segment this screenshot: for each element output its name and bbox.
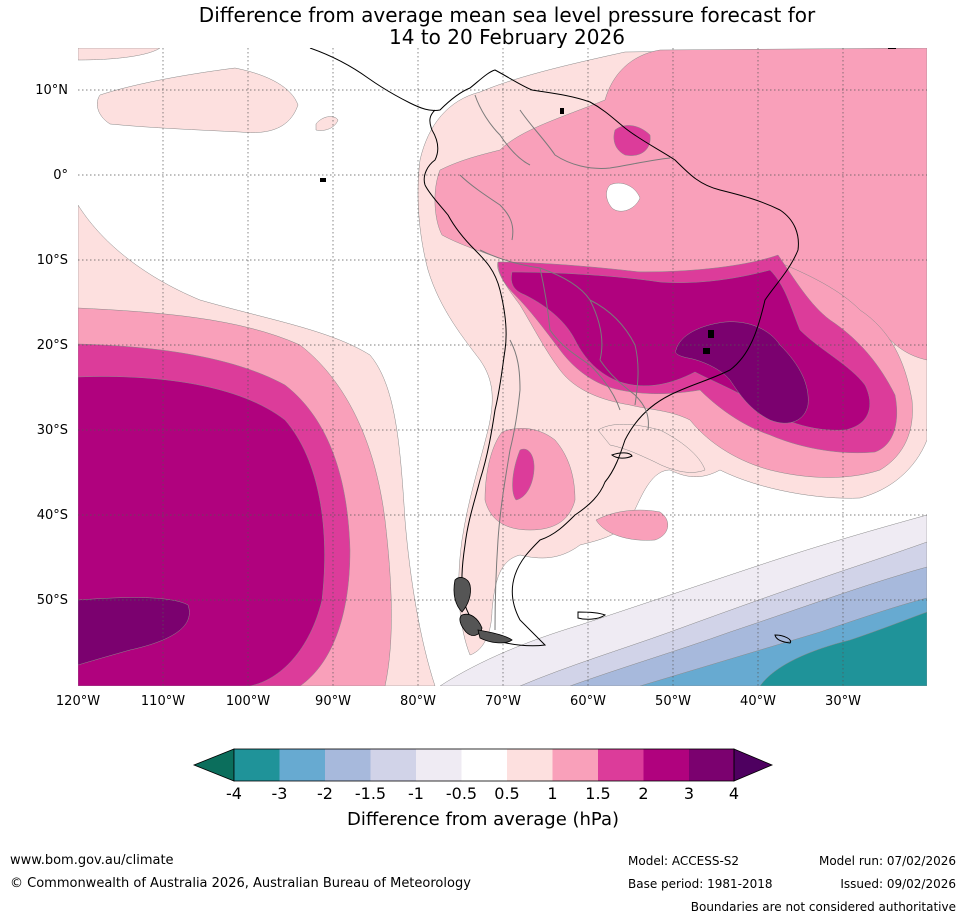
colorbar-swatch — [234, 749, 280, 781]
colorbar-extend-low — [192, 748, 235, 782]
colorbar-title: Difference from average (hPa) — [347, 809, 619, 830]
colorbar: -4 -3 -2 -1.5 -1 -0.5 0.5 1 1.5 2 3 4 Di… — [192, 748, 774, 830]
issued-date: Issued: 09/02/2026 — [840, 877, 956, 891]
colorbar-frame — [233, 748, 735, 782]
lon-label-120w: 120°W — [56, 694, 100, 709]
colorbar-swatch — [643, 749, 689, 781]
model-name: Model: ACCESS-S2 — [628, 854, 740, 868]
lat-label-40s: 40°S — [37, 508, 68, 523]
colorbar-tick: 4 — [729, 784, 739, 803]
country-borders — [459, 94, 671, 631]
boundary-disclaimer: Boundaries are not considered authoritat… — [690, 900, 956, 914]
colorbar-tick: 1.5 — [585, 784, 610, 803]
colorbar-tick: 0.5 — [494, 784, 519, 803]
colorbar-swatch — [279, 749, 325, 781]
colorbar-tick: 1 — [547, 784, 557, 803]
colorbar-tick: -4 — [226, 784, 242, 803]
longitude-labels: 120°W 110°W 100°W 90°W 80°W 70°W 60°W 50… — [56, 694, 861, 709]
lon-label-50w: 50°W — [655, 694, 691, 709]
lat-label-10s: 10°S — [37, 253, 68, 268]
colorbar-swatch — [598, 749, 644, 781]
title-line-2: 14 to 20 February 2026 — [389, 25, 625, 49]
lon-label-30w: 30°W — [825, 694, 861, 709]
colorbar-swatch — [370, 749, 416, 781]
colorbar-extend-high — [733, 748, 774, 782]
colorbar-tick: 2 — [638, 784, 648, 803]
lat-label-10n: 10°N — [35, 83, 68, 98]
colorbar-swatch — [416, 749, 462, 781]
west-pacific-anomaly — [78, 204, 436, 686]
chart-title: Difference from average mean sea level p… — [0, 4, 965, 48]
copyright-notice: © Commonwealth of Australia 2026, Austra… — [10, 876, 471, 891]
colorbar-swatch — [325, 749, 371, 781]
title-line-1: Difference from average mean sea level p… — [198, 3, 816, 27]
colorbar-tick: -0.5 — [446, 784, 477, 803]
colorbar-swatch — [689, 749, 734, 781]
lon-label-40w: 40°W — [740, 694, 776, 709]
lon-label-90w: 90°W — [315, 694, 351, 709]
lon-label-60w: 60°W — [570, 694, 606, 709]
colorbar-tick: -1 — [408, 784, 424, 803]
colorbar-tick: -2 — [317, 784, 333, 803]
lat-label-20s: 20°S — [37, 338, 68, 353]
colorbar-tick: 3 — [684, 784, 694, 803]
colorbar-swatch — [461, 749, 507, 781]
lon-label-80w: 80°W — [400, 694, 436, 709]
bom-climate-link[interactable]: www.bom.gov.au/climate — [10, 853, 174, 868]
colorbar-tick: -1.5 — [355, 784, 386, 803]
small-islands — [320, 48, 896, 354]
lat-label-50s: 50°S — [37, 593, 68, 608]
latitude-labels: 10°N 0° 10°S 20°S 30°S 40°S 50°S — [35, 83, 68, 608]
base-period: Base period: 1981-2018 — [628, 877, 773, 891]
coastlines — [309, 48, 799, 647]
lon-label-100w: 100°W — [226, 694, 270, 709]
colorbar-swatch — [552, 749, 598, 781]
southern-ocean-anomaly — [439, 514, 927, 686]
small-anomaly-blob — [315, 116, 339, 131]
map-panel — [78, 48, 927, 686]
lon-label-110w: 110°W — [141, 694, 185, 709]
lon-label-70w: 70°W — [485, 694, 521, 709]
colorbar-tick: -3 — [272, 784, 288, 803]
patagonia-islands — [453, 577, 513, 644]
colorbar-swatch — [507, 749, 553, 781]
model-run-date: Model run: 07/02/2026 — [818, 854, 956, 868]
nw-corner-anomaly — [78, 48, 161, 61]
lat-label-0: 0° — [53, 168, 68, 183]
lat-label-30s: 30°S — [37, 423, 68, 438]
grid-lines — [78, 48, 927, 686]
